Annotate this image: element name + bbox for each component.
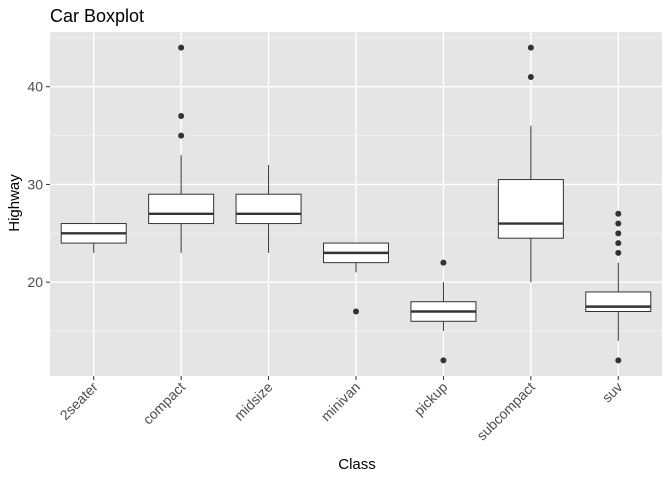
box-minivan <box>323 242 389 315</box>
outlier-point <box>615 230 622 237</box>
box-subcompact <box>497 44 564 283</box>
x-tick-label: 2seater <box>56 379 101 424</box>
x-tick-label: pickup <box>411 379 451 419</box>
box-midsize <box>235 164 302 253</box>
outlier-point <box>615 220 622 227</box>
outlier-point <box>615 249 622 256</box>
outlier-point <box>527 73 534 80</box>
x-tick-label: suv <box>599 379 626 406</box>
outlier-point <box>178 44 185 51</box>
box-iqr <box>235 193 302 225</box>
y-tick-label: 30 <box>27 176 43 192</box>
outlier-point <box>440 357 447 364</box>
outlier-point <box>178 132 185 139</box>
outlier-point <box>615 240 622 247</box>
plot-panel <box>50 32 662 376</box>
outlier-point <box>615 210 622 217</box>
outlier-point <box>440 259 447 266</box>
x-tick-label: subcompact <box>473 379 538 444</box>
boxes <box>60 44 652 364</box>
box-pickup <box>410 259 477 364</box>
outlier-point <box>178 113 185 120</box>
box-iqr <box>497 179 564 239</box>
x-axis-label: Class <box>338 456 376 473</box>
box-iqr <box>585 291 652 313</box>
chart-title: Car Boxplot <box>50 6 144 26</box>
x-tick-label: minivan <box>318 379 363 424</box>
x-tick-label: midsize <box>231 379 276 424</box>
outlier-point <box>353 308 359 315</box>
x-tick-label: compact <box>140 379 189 428</box>
box-suv <box>585 210 652 364</box>
y-tick-label: 20 <box>27 274 43 290</box>
y-tick-label: 40 <box>27 79 43 95</box>
y-axis-label: Highway <box>6 174 23 232</box>
outlier-point <box>615 357 622 364</box>
box-iqr <box>148 193 215 225</box>
box-compact <box>148 44 215 253</box>
outlier-point <box>527 44 534 51</box>
box-2seater <box>60 223 127 253</box>
